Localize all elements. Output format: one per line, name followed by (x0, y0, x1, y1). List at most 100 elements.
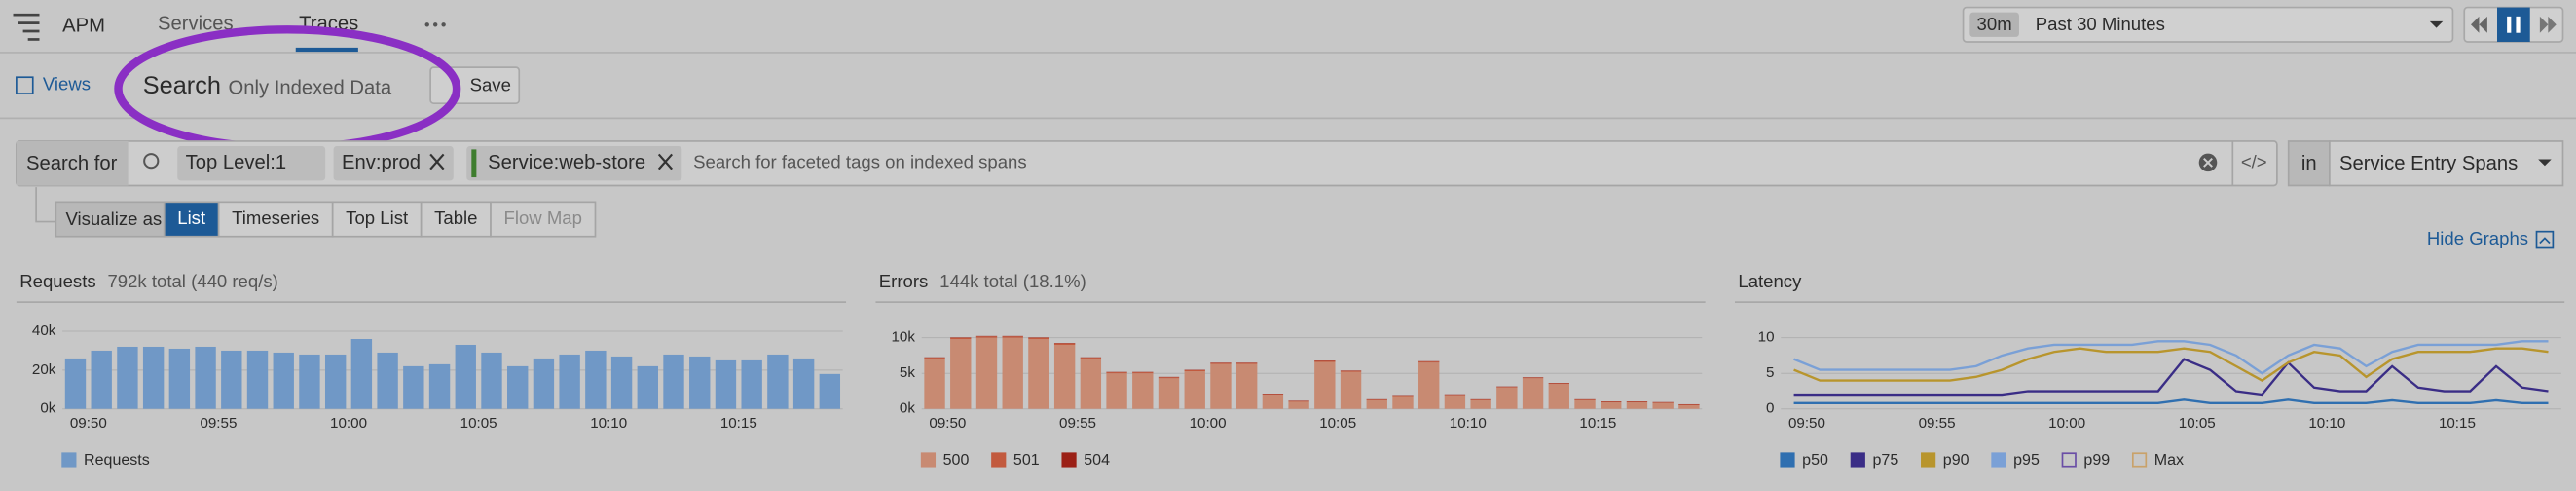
visualize-option[interactable]: Flow Map (490, 201, 597, 238)
bar (1340, 370, 1362, 372)
bar (1444, 395, 1466, 409)
option-bg (490, 201, 597, 238)
legend-swatch[interactable] (2131, 452, 2148, 468)
bar (663, 354, 684, 409)
legend-swatch[interactable] (920, 452, 937, 468)
legend-swatch[interactable] (2061, 452, 2077, 468)
x-tick-label: 10:05 (2179, 415, 2216, 432)
bar (1366, 399, 1387, 400)
bar (350, 339, 373, 409)
visualize-option[interactable]: Timeseries (217, 201, 334, 238)
bar (610, 356, 633, 409)
legend-label[interactable]: 504 (1084, 451, 1110, 469)
chip[interactable] (177, 146, 326, 181)
query-label: Search for (26, 153, 118, 174)
visualize-option[interactable]: Table (420, 201, 492, 238)
search-icon (143, 153, 160, 170)
dropdown-arrow (2538, 159, 2552, 167)
line (1793, 347, 2549, 382)
bar (1132, 372, 1154, 374)
bar (403, 365, 424, 409)
legend-swatch[interactable] (1921, 452, 1936, 468)
bar (1314, 360, 1336, 362)
bar (1106, 373, 1127, 409)
bar (792, 358, 815, 409)
legend-swatch[interactable] (1061, 452, 1077, 468)
chart-title: Requests (19, 271, 95, 291)
option-bg (420, 201, 492, 238)
bar (1002, 336, 1023, 338)
bar (1652, 402, 1674, 409)
app-name[interactable]: APM (62, 15, 105, 36)
visualize-label: Visualize as (66, 208, 163, 229)
bar (975, 337, 998, 409)
bar (1678, 404, 1700, 406)
hide-graphs[interactable]: Hide Graphs (2427, 228, 2528, 248)
bar (168, 348, 191, 409)
legend-label[interactable]: 501 (1013, 451, 1040, 469)
bar (1626, 401, 1648, 403)
save-label: Save (470, 74, 511, 94)
chart-subtitle: 792k total (440 req/s) (107, 271, 277, 291)
chip[interactable] (466, 146, 682, 181)
legend-label[interactable]: p90 (1943, 451, 1969, 469)
legend-swatch[interactable] (1850, 452, 1865, 468)
legend-swatch[interactable] (1991, 452, 2006, 468)
dropdown-arrow (2429, 20, 2444, 28)
legend-swatch[interactable] (61, 452, 77, 468)
bar (1626, 402, 1648, 409)
bar (1002, 337, 1023, 409)
bar (1235, 363, 1258, 409)
y-tick-label: 20k (32, 361, 56, 378)
legend-label[interactable]: Max (2154, 451, 2184, 469)
views-link[interactable]: Views (43, 74, 91, 94)
visualize-option[interactable]: List (163, 201, 220, 238)
bar (950, 337, 972, 340)
rewind-icon[interactable] (2471, 16, 2487, 33)
visualize-option[interactable]: Top List (331, 201, 423, 238)
x-tick-label: 10:15 (1579, 415, 1616, 432)
forward-icon[interactable] (2539, 16, 2557, 33)
chart-title: Latency (1738, 271, 1802, 291)
views-icon (16, 76, 34, 94)
legend-label[interactable]: p50 (1802, 451, 1828, 469)
x-tick-label: 09:55 (1059, 415, 1096, 432)
x-tick-label: 10:00 (330, 415, 367, 432)
bar (1158, 377, 1180, 379)
bar (1235, 362, 1258, 364)
bar (1601, 401, 1622, 403)
legend-swatch[interactable] (1780, 452, 1795, 468)
legend-label[interactable]: 500 (943, 451, 970, 469)
chip-remove[interactable] (429, 153, 445, 170)
bar (324, 354, 347, 409)
bar (481, 352, 502, 409)
time-picker[interactable] (1962, 6, 2454, 43)
scope-dropdown[interactable] (2329, 140, 2564, 187)
pause-button[interactable] (2497, 7, 2530, 42)
chip[interactable] (333, 146, 454, 181)
search-title: Search (143, 72, 221, 99)
more-icon[interactable] (424, 22, 446, 27)
legend-swatch[interactable] (991, 452, 1007, 468)
x-tick-label: 10:05 (1319, 415, 1356, 432)
bar (1392, 396, 1414, 409)
legend-label[interactable]: p99 (2083, 451, 2110, 469)
nav-tab[interactable]: Services (158, 14, 234, 35)
x-tick-label: 09:50 (929, 415, 966, 432)
legend-label[interactable]: p75 (1872, 451, 1898, 469)
code-icon[interactable]: </> (2241, 152, 2267, 172)
time-range: Past 30 Minutes (2036, 14, 2165, 34)
bar (1053, 344, 1076, 409)
y-tick-label: 0k (900, 400, 915, 417)
option-label: Timeseries (232, 208, 319, 228)
legend-label[interactable]: p95 (2013, 451, 2040, 469)
legend-label[interactable]: Requests (84, 451, 150, 469)
x-tick-label: 09:50 (70, 415, 107, 432)
bar (1288, 401, 1309, 409)
menu-icon[interactable] (13, 13, 40, 41)
bar (1574, 399, 1596, 400)
bar (975, 336, 998, 338)
chip-remove[interactable] (657, 153, 674, 170)
bar (117, 346, 138, 409)
